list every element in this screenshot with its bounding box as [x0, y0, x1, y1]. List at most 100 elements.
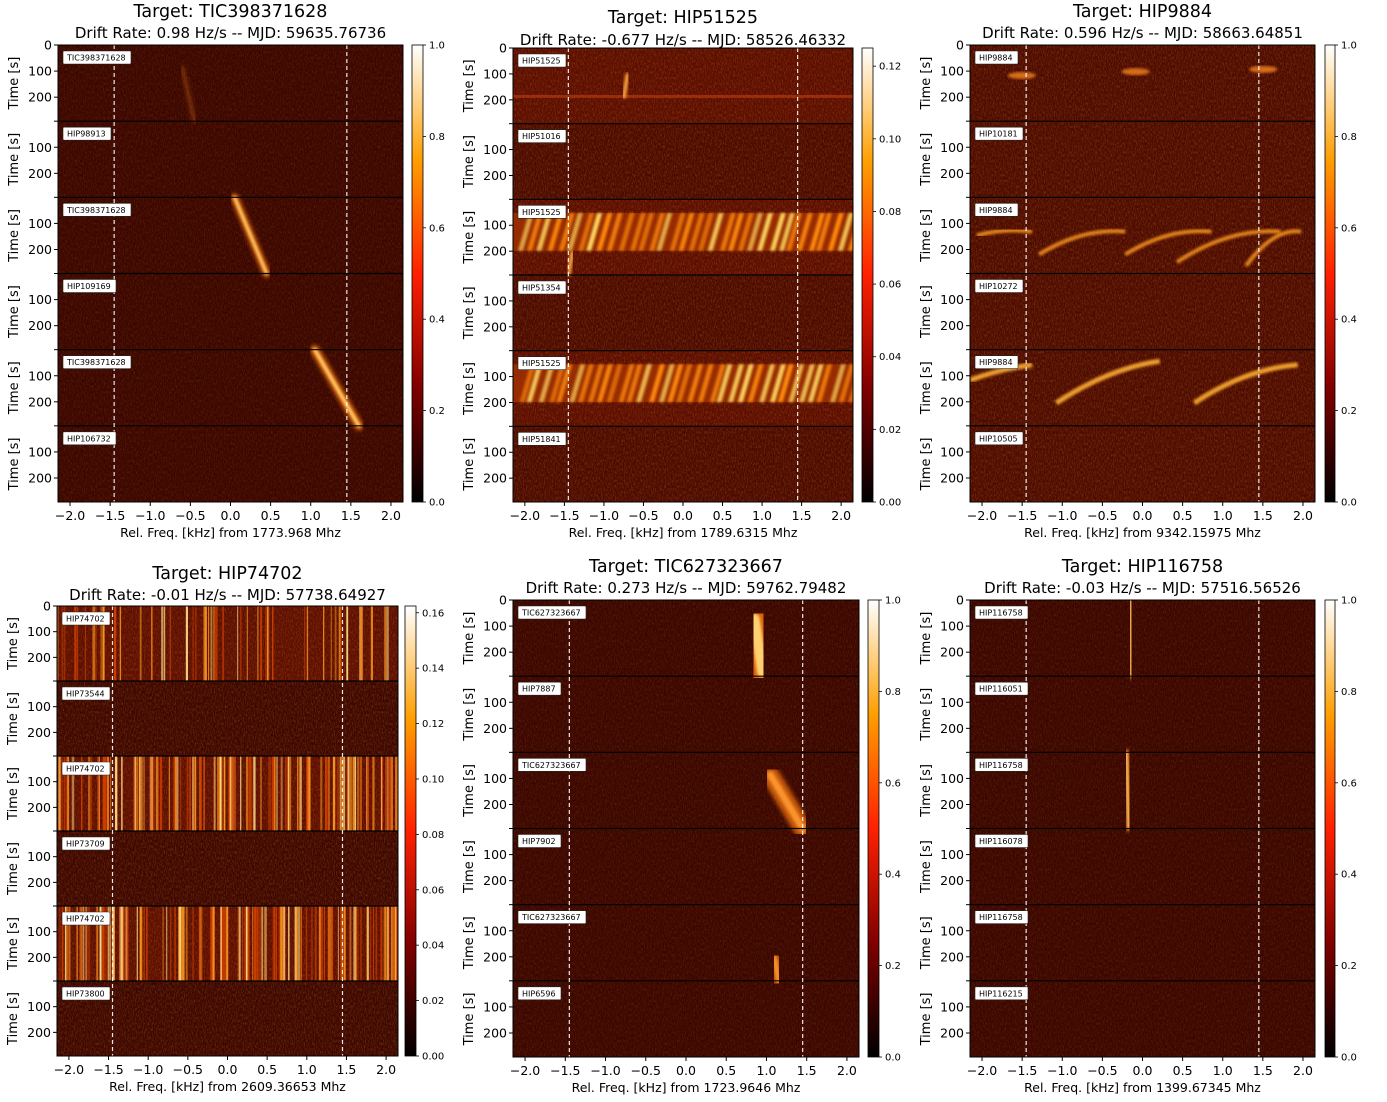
rfi-line [182, 906, 185, 981]
rfi-line [353, 906, 356, 981]
colorbar-tick-label: 1.0 [1341, 41, 1357, 52]
row-label: HIP116051 [979, 685, 1023, 694]
y-tick-label: 200 [483, 645, 507, 660]
drift-stripe [658, 364, 675, 403]
y-tick-label: 100 [940, 140, 964, 155]
noise-texture [57, 981, 398, 1056]
rfi-line [96, 906, 99, 981]
colorbar-tick-label: 0.8 [885, 687, 901, 698]
y-tick-label: 200 [940, 797, 964, 812]
drift-stripe [799, 364, 816, 403]
colorbar-tick-label: 0.00 [879, 498, 901, 509]
rfi-line [192, 906, 194, 981]
y-tick-label: 200 [28, 242, 52, 257]
rfi-line [57, 606, 59, 681]
rfi-line [227, 756, 231, 831]
row-label-box [517, 605, 587, 620]
colorbar-tick-label: 0.12 [422, 719, 444, 730]
rfi-line [375, 906, 378, 981]
row-label: TIC398371628 [66, 54, 126, 63]
rfi-line [278, 906, 282, 981]
y-tick-label: 200 [483, 471, 507, 486]
rfi-line [104, 906, 106, 981]
rfi-line [88, 756, 91, 831]
y-axis-label: Time [s] [7, 133, 22, 187]
colorbar-tick-label: 0.06 [422, 885, 444, 896]
row-label: HIP7902 [522, 837, 556, 846]
y-axis-label: Time [s] [462, 916, 477, 970]
colorbar-tick-label: 0.16 [422, 608, 444, 619]
rfi-line [391, 756, 393, 831]
drift-stripe [676, 364, 693, 403]
row-label-box [974, 605, 1029, 620]
drift-arc [1175, 229, 1281, 264]
drift-stripe [786, 212, 803, 251]
panel-subtitle: Drift Rate: -0.677 Hz/s -- MJD: 58526.46… [520, 31, 846, 49]
rfi-band [513, 94, 853, 98]
y-tick-label: 100 [483, 847, 507, 862]
x-tick-label: −1.5 [549, 508, 579, 523]
row-label-box [517, 356, 567, 370]
drift-stripe [808, 212, 825, 251]
rfi-line [360, 756, 362, 831]
rfi-line [224, 906, 226, 981]
x-tick-label: −0.5 [1087, 508, 1117, 523]
row-label-box [974, 758, 1029, 772]
rfi-line [139, 906, 142, 981]
y-axis-label: Time [s] [6, 617, 21, 671]
plot-area [970, 45, 1315, 502]
drift-stripe [519, 364, 536, 403]
x-tick-label: 2.0 [376, 1062, 396, 1077]
x-axis-label: Rel. Freq. [kHz] from 2609.36653 Mhz [109, 1079, 346, 1094]
x-tick-label: −2.0 [54, 1062, 84, 1077]
rfi-line [310, 906, 313, 981]
y-axis-label: Time [s] [7, 209, 22, 263]
rfi-line [67, 906, 71, 981]
rfi-line [159, 756, 163, 831]
y-tick-label: 200 [483, 319, 507, 334]
y-axis-label: Time [s] [462, 211, 477, 265]
colorbar-tick-label: 0.0 [429, 498, 445, 509]
colorbar [861, 47, 874, 503]
rfi-line [319, 906, 321, 981]
y-tick-label: 100 [940, 444, 964, 459]
rfi-line [328, 756, 330, 831]
noise-texture [970, 197, 1315, 274]
rfi-line [357, 756, 359, 831]
rfi-line [119, 606, 122, 681]
rfi-line [134, 756, 137, 831]
drift-stripe [769, 364, 786, 403]
drift-stripe [629, 212, 646, 251]
row-label-box [61, 986, 111, 1001]
row-label: HIP9884 [979, 54, 1013, 63]
signal-track [1129, 600, 1133, 678]
x-tick-label: 0.0 [221, 508, 241, 523]
row-label-box [61, 611, 111, 626]
y-axis-label: Time [s] [6, 842, 21, 896]
rfi-line [60, 756, 64, 831]
rfi-line [220, 906, 222, 981]
rfi-line [201, 906, 203, 981]
row-label-box [974, 126, 1024, 141]
colorbar-tick-label: 0.2 [1341, 961, 1357, 972]
colorbar-tick-label: 0.04 [422, 941, 444, 952]
y-tick-label: 200 [28, 90, 52, 105]
x-tick-label: −1.5 [1007, 508, 1037, 523]
rfi-line [288, 756, 292, 831]
colorbar-tick-label: 1.0 [885, 596, 901, 607]
rfi-line [245, 756, 249, 831]
y-tick-label: 200 [483, 244, 507, 259]
rfi-line [323, 606, 325, 681]
rfi-line [395, 756, 398, 831]
drift-stripe [558, 212, 575, 251]
panel-title: Target: HIP116758 [1061, 557, 1223, 577]
colorbar-tick-label: 0.6 [1341, 223, 1357, 234]
rfi-line [135, 756, 139, 831]
signal-track [749, 613, 768, 678]
rfi-line [300, 906, 302, 981]
y-tick-label: 100 [483, 142, 507, 157]
x-tick-label: −1.0 [590, 1063, 620, 1078]
colorbar-tick-label: 0.0 [1341, 498, 1357, 509]
signal-track [1125, 751, 1131, 830]
colorbar [1324, 599, 1336, 1058]
